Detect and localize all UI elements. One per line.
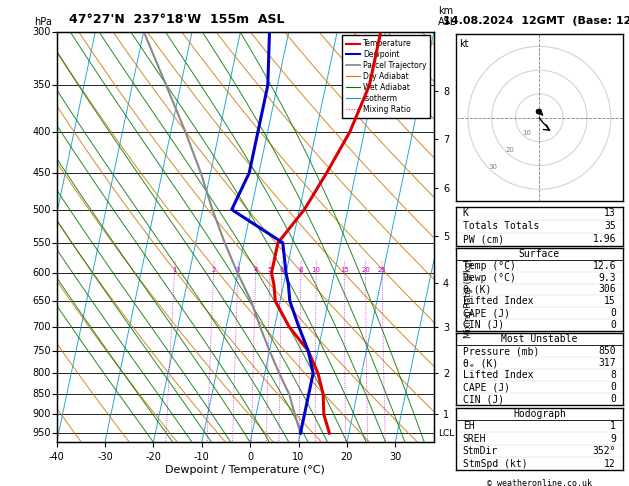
Text: 9.3: 9.3 [598,273,616,283]
Text: 15: 15 [604,296,616,306]
Legend: Temperature, Dewpoint, Parcel Trajectory, Dry Adiabat, Wet Adiabat, Isotherm, Mi: Temperature, Dewpoint, Parcel Trajectory… [342,35,430,118]
Text: 300: 300 [33,27,51,36]
Text: Dewp (°C): Dewp (°C) [463,273,516,283]
Text: 750: 750 [33,346,51,356]
Text: hPa: hPa [34,17,52,28]
Text: 12.6: 12.6 [593,261,616,271]
Text: 2: 2 [211,267,216,273]
Text: 650: 650 [33,296,51,306]
Text: km
ASL: km ASL [438,6,456,28]
Text: 500: 500 [33,205,51,215]
Text: StmDir: StmDir [463,446,498,456]
Text: 12: 12 [604,459,616,469]
Text: 8: 8 [610,370,616,380]
Text: Lifted Index: Lifted Index [463,370,533,380]
Text: 9: 9 [610,434,616,444]
Text: 0: 0 [610,394,616,404]
Text: 4: 4 [253,267,258,273]
Text: 13: 13 [604,208,616,218]
Text: 550: 550 [33,238,51,248]
Text: Pressure (mb): Pressure (mb) [463,346,539,356]
Text: 600: 600 [33,268,51,278]
Text: 14.08.2024  12GMT  (Base: 12): 14.08.2024 12GMT (Base: 12) [443,16,629,26]
Text: Mixing Ratio (g/kg): Mixing Ratio (g/kg) [464,259,473,338]
Text: 35: 35 [604,221,616,231]
Text: 317: 317 [598,358,616,368]
Text: Surface: Surface [519,249,560,259]
Text: CIN (J): CIN (J) [463,394,504,404]
Text: 1: 1 [610,421,616,431]
Text: 20: 20 [505,147,514,153]
Text: 1: 1 [172,267,177,273]
Text: θₑ (K): θₑ (K) [463,358,498,368]
Text: SREH: SREH [463,434,486,444]
Text: Most Unstable: Most Unstable [501,334,577,344]
Text: Temp (°C): Temp (°C) [463,261,516,271]
Text: 400: 400 [33,127,51,137]
Text: CAPE (J): CAPE (J) [463,308,509,318]
Text: 0: 0 [610,308,616,318]
Text: 0: 0 [610,382,616,392]
Text: 8: 8 [299,267,303,273]
Text: 850: 850 [33,389,51,399]
Text: 30: 30 [488,164,497,170]
Text: 47°27'N  237°18'W  155m  ASL: 47°27'N 237°18'W 155m ASL [69,13,285,26]
Text: EH: EH [463,421,474,431]
Text: 900: 900 [33,409,51,419]
Text: 0: 0 [610,320,616,330]
Text: θₑ(K): θₑ(K) [463,284,492,295]
Text: 20: 20 [361,267,370,273]
Text: Lifted Index: Lifted Index [463,296,533,306]
Text: LCL: LCL [438,429,454,438]
Text: CAPE (J): CAPE (J) [463,382,509,392]
Text: PW (cm): PW (cm) [463,234,504,244]
Text: 10: 10 [522,130,532,136]
Text: Hodograph: Hodograph [513,409,566,419]
Text: 306: 306 [598,284,616,295]
Text: 950: 950 [33,428,51,438]
Text: CIN (J): CIN (J) [463,320,504,330]
Text: K: K [463,208,469,218]
Text: StmSpd (kt): StmSpd (kt) [463,459,527,469]
Text: 700: 700 [33,322,51,332]
Text: 25: 25 [378,267,387,273]
Text: 3: 3 [236,267,240,273]
Text: Totals Totals: Totals Totals [463,221,539,231]
Text: 350: 350 [33,80,51,90]
Text: 850: 850 [598,346,616,356]
Text: 15: 15 [340,267,349,273]
Text: 1.96: 1.96 [593,234,616,244]
Text: 6: 6 [279,267,284,273]
Text: 5: 5 [268,267,272,273]
Text: kt: kt [459,39,469,50]
Text: 352°: 352° [593,446,616,456]
Text: 450: 450 [33,168,51,178]
Text: 10: 10 [311,267,321,273]
Text: © weatheronline.co.uk: © weatheronline.co.uk [487,479,592,486]
Text: 800: 800 [33,368,51,378]
X-axis label: Dewpoint / Temperature (°C): Dewpoint / Temperature (°C) [165,465,325,475]
